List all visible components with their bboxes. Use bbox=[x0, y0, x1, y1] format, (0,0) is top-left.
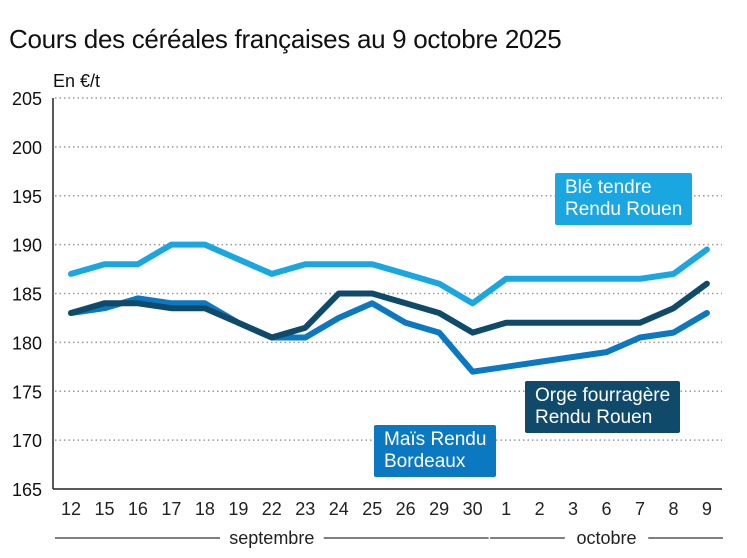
series-line bbox=[68, 295, 710, 375]
chart-title: Cours des céréales françaises au 9 octob… bbox=[9, 24, 562, 54]
x-tick-label: 8 bbox=[668, 499, 678, 519]
x-tick-label: 23 bbox=[295, 499, 315, 519]
legend-label-mais: Maïs Rendu Bordeaux bbox=[374, 425, 497, 477]
y-tick-label: 200 bbox=[12, 138, 42, 158]
x-tick-label: 15 bbox=[94, 499, 114, 519]
series-line bbox=[68, 241, 710, 307]
x-tick-label: 1 bbox=[501, 499, 511, 519]
y-tick-label: 170 bbox=[12, 431, 42, 451]
y-tick-label: 185 bbox=[12, 285, 42, 305]
x-tick-label: 7 bbox=[635, 499, 645, 519]
legend-label-orge-fourragere: Orge fourragère Rendu Rouen bbox=[525, 381, 681, 433]
legend-label-line: Maïs Rendu bbox=[384, 429, 487, 450]
legend-label-line: Blé tendre bbox=[565, 177, 652, 198]
legend-label-line: Orge fourragère bbox=[535, 385, 671, 406]
x-tick-label: 24 bbox=[329, 499, 349, 519]
x-tick-label: 26 bbox=[396, 499, 416, 519]
y-tick-label: 165 bbox=[12, 480, 42, 500]
x-tick-label: 30 bbox=[463, 499, 483, 519]
x-tick-label: 3 bbox=[568, 499, 578, 519]
x-tick-label: 2 bbox=[535, 499, 545, 519]
x-tick-label: 18 bbox=[195, 499, 215, 519]
x-tick-label: 29 bbox=[429, 499, 449, 519]
month-label: septembre bbox=[229, 528, 314, 548]
x-tick-label: 25 bbox=[362, 499, 382, 519]
legend-label-line: Rendu Rouen bbox=[535, 407, 653, 428]
legend-label-line: Rendu Rouen bbox=[565, 199, 683, 220]
x-tick-label: 16 bbox=[128, 499, 148, 519]
x-tick-label: 17 bbox=[161, 499, 181, 519]
series-line bbox=[68, 280, 710, 341]
x-tick-label: 9 bbox=[702, 499, 712, 519]
x-tick-label: 6 bbox=[602, 499, 612, 519]
y-tick-label: 190 bbox=[12, 236, 42, 256]
legend-label-line: Bordeaux bbox=[384, 451, 466, 472]
month-label: octobre bbox=[576, 528, 636, 548]
y-tick-label: 205 bbox=[12, 89, 42, 109]
x-tick-label: 19 bbox=[228, 499, 248, 519]
legend-label-ble-tendre: Blé tendre Rendu Rouen bbox=[555, 173, 693, 225]
y-tick-label: 180 bbox=[12, 333, 42, 353]
y-axis-unit-label: En €/t bbox=[53, 71, 101, 91]
y-tick-label: 195 bbox=[12, 187, 42, 207]
y-tick-label: 175 bbox=[12, 382, 42, 402]
x-tick-label: 22 bbox=[262, 499, 282, 519]
x-tick-label: 12 bbox=[61, 499, 81, 519]
